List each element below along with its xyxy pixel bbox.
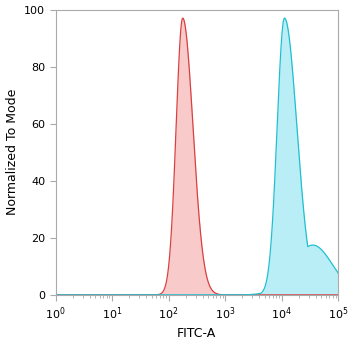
Y-axis label: Normalized To Mode: Normalized To Mode xyxy=(6,89,18,216)
X-axis label: FITC-A: FITC-A xyxy=(177,327,217,340)
